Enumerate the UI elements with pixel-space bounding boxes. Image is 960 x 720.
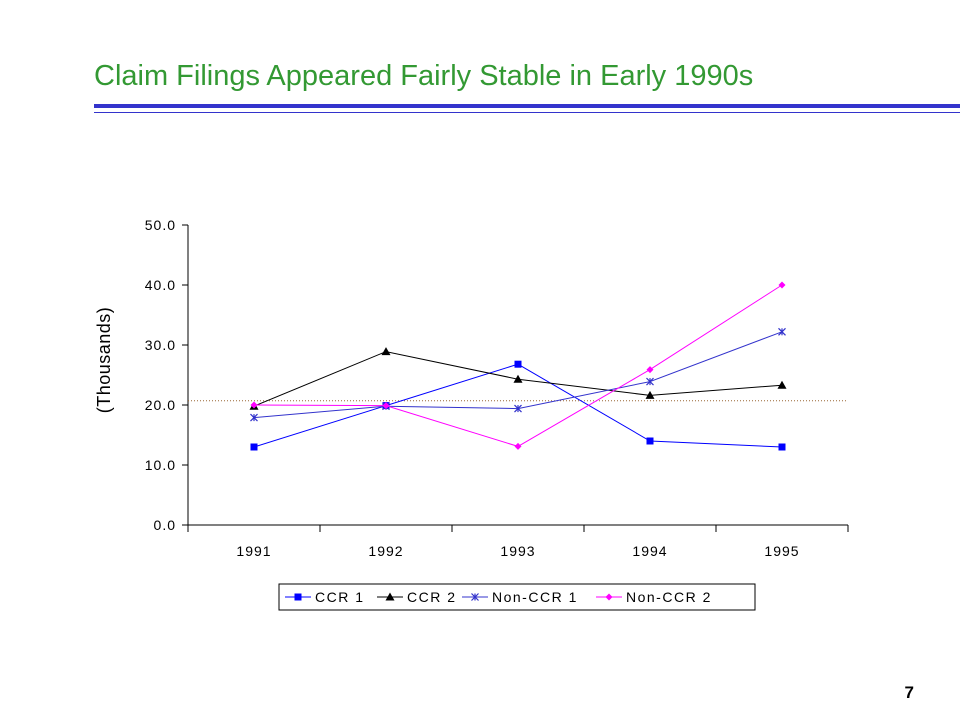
y-tick-label: 30.0 [145, 337, 176, 353]
x-tick-label: 1993 [500, 543, 535, 559]
page-number: 7 [904, 683, 914, 702]
data-point-non-ccr-2 [250, 401, 258, 409]
x-tick-label: 1992 [368, 543, 403, 559]
legend-item-non-ccr-2: Non-CCR 2 [596, 589, 712, 605]
axes: 0.0 10.0 20.0 30.0 40.0 50.0 1991 1992 1993 1994 1… [145, 217, 849, 559]
x-tick-label: 1991 [236, 543, 271, 559]
data-point-ccr-1 [646, 437, 654, 445]
data-point-non-ccr-2 [646, 366, 654, 374]
legend: CCR 1 CCR 2 Non-CCR 1 Non-CCR 2 [278, 583, 756, 611]
legend-swatch-marker [605, 593, 613, 601]
data-point-ccr-1 [250, 443, 258, 451]
legend-label: CCR 2 [407, 589, 457, 605]
legend-item-ccr-2: CCR 2 [377, 589, 457, 605]
series-non-ccr-2 [250, 281, 786, 450]
x-tick-label: 1994 [632, 543, 667, 559]
data-point-ccr-2 [513, 374, 523, 383]
data-point-non-ccr-2 [514, 442, 522, 450]
y-axis-title: (Thousands) [94, 307, 114, 414]
y-tick-label: 50.0 [145, 217, 176, 233]
data-point-non-ccr-1 [778, 327, 786, 336]
legend-swatch-marker [294, 593, 302, 601]
legend-box [278, 583, 756, 611]
legend-label: Non-CCR 2 [626, 589, 712, 605]
legend-swatch-marker [385, 592, 395, 601]
y-tick-label: 0.0 [154, 517, 176, 533]
legend-swatch-marker [471, 593, 479, 601]
legend-item-non-ccr-1: Non-CCR 1 [462, 589, 578, 605]
legend-label: Non-CCR 1 [492, 589, 578, 605]
data-point-non-ccr-2 [778, 281, 786, 289]
title-rule-thick [94, 104, 960, 108]
data-point-ccr-2 [381, 347, 391, 356]
data-point-ccr-1 [778, 443, 786, 451]
data-point-ccr-2 [777, 380, 787, 389]
slide-title: Claim Filings Appeared Fairly Stable in … [94, 60, 754, 92]
data-point-non-ccr-1 [250, 413, 258, 422]
title-rule-thin [94, 112, 960, 113]
data-point-non-ccr-1 [514, 404, 522, 413]
x-tick-label: 1995 [764, 543, 799, 559]
data-point-non-ccr-1 [646, 377, 654, 386]
y-tick-label: 40.0 [145, 277, 176, 293]
data-point-ccr-1 [514, 360, 522, 368]
data-point-non-ccr-2 [382, 402, 390, 410]
data-point-ccr-2 [645, 390, 655, 399]
y-tick-label: 10.0 [145, 457, 176, 473]
legend-item-ccr-1: CCR 1 [285, 589, 365, 605]
legend-label: CCR 1 [315, 589, 365, 605]
y-tick-label: 20.0 [145, 397, 176, 413]
series-layer [249, 281, 787, 451]
